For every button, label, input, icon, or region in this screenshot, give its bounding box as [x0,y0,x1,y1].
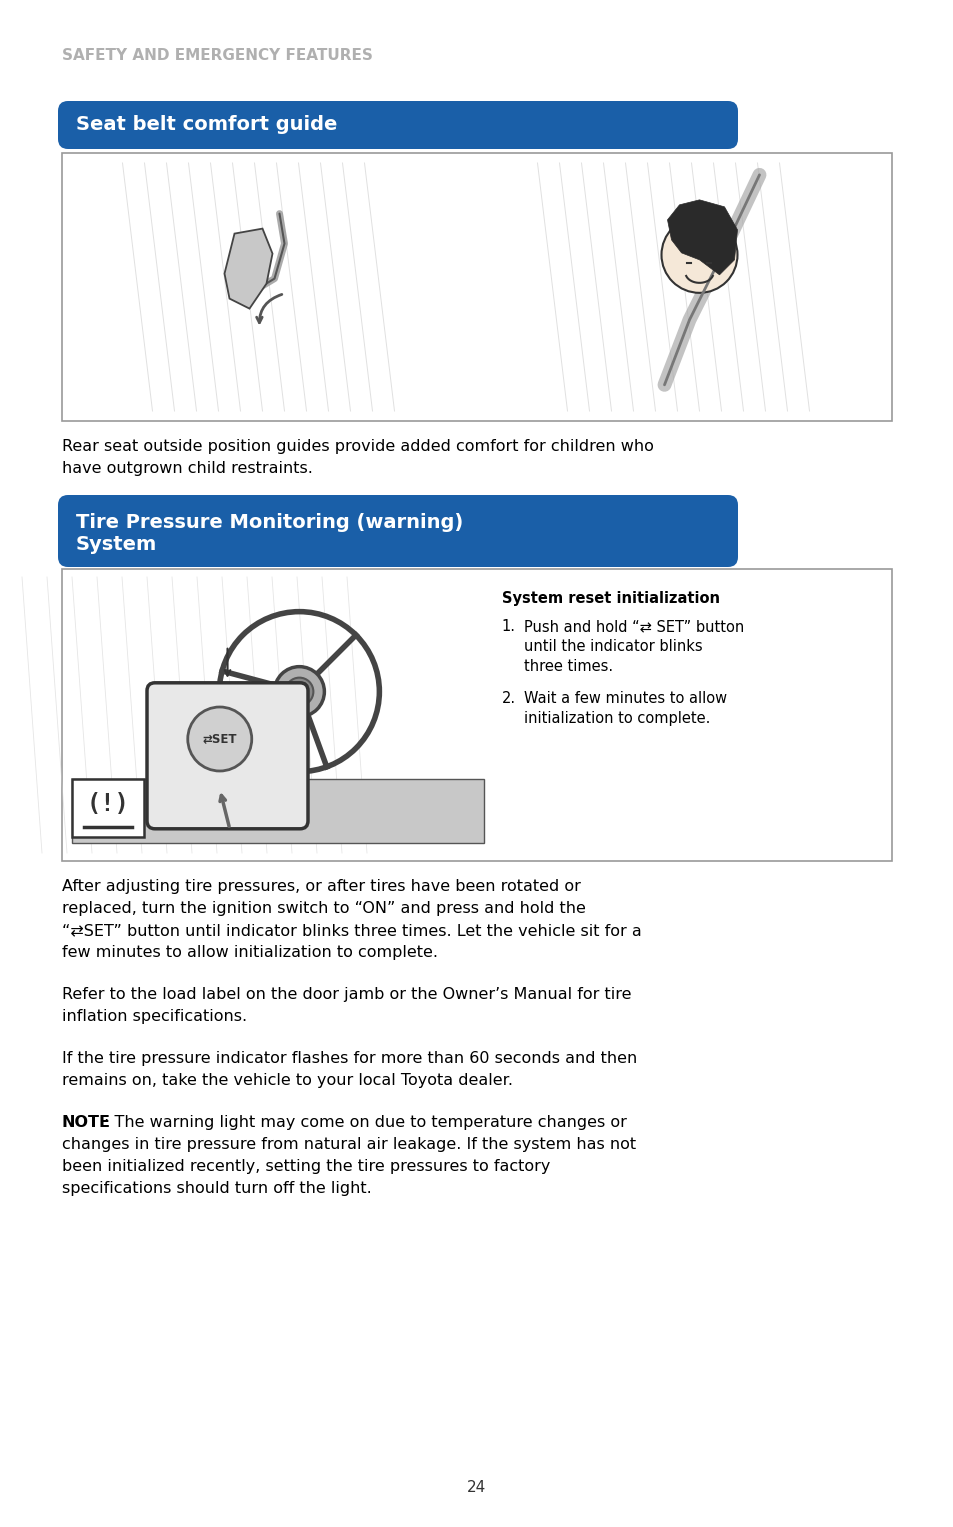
Text: 2.: 2. [501,692,516,705]
Text: “⇄SET” button until indicator blinks three times. Let the vehicle sit for a: “⇄SET” button until indicator blinks thr… [62,922,641,938]
Text: remains on, take the vehicle to your local Toyota dealer.: remains on, take the vehicle to your loc… [62,1073,513,1089]
Text: Rear seat outside position guides provide added comfort for children who: Rear seat outside position guides provid… [62,438,653,454]
Bar [62,153,891,421]
Text: Push and hold “⇄ SET” button: Push and hold “⇄ SET” button [523,618,743,634]
Circle shape [660,217,737,293]
Text: until the indicator blinks: until the indicator blinks [523,638,701,654]
Text: inflation specifications.: inflation specifications. [62,1009,247,1025]
Circle shape [285,678,313,705]
Text: SAFETY AND EMERGENCY FEATURES: SAFETY AND EMERGENCY FEATURES [62,47,373,63]
Text: been initialized recently, setting the tire pressures to factory: been initialized recently, setting the t… [62,1159,550,1174]
Polygon shape [224,229,273,308]
Bar [71,779,483,843]
Text: NOTE: NOTE [62,1115,111,1130]
Circle shape [188,707,252,771]
Text: 24: 24 [467,1480,486,1495]
Text: three times.: three times. [523,660,613,673]
Circle shape [274,667,324,716]
Text: have outgrown child restraints.: have outgrown child restraints. [62,461,313,476]
Text: : The warning light may come on due to temperature changes or: : The warning light may come on due to t… [104,1115,626,1130]
Text: replaced, turn the ignition switch to “ON” and press and hold the: replaced, turn the ignition switch to “O… [62,901,585,916]
FancyBboxPatch shape [58,101,738,150]
Text: Wait a few minutes to allow: Wait a few minutes to allow [523,692,726,705]
Text: specifications should turn off the light.: specifications should turn off the light… [62,1180,372,1196]
FancyBboxPatch shape [147,683,308,829]
Text: changes in tire pressure from natural air leakage. If the system has not: changes in tire pressure from natural ai… [62,1138,636,1151]
Text: 1.: 1. [501,618,516,634]
Bar [71,779,144,837]
Text: Seat belt comfort guide: Seat belt comfort guide [76,116,337,134]
Text: If the tire pressure indicator flashes for more than 60 seconds and then: If the tire pressure indicator flashes f… [62,1051,637,1066]
Text: few minutes to allow initialization to complete.: few minutes to allow initialization to c… [62,945,437,960]
FancyBboxPatch shape [58,495,738,567]
Text: (!): (!) [87,791,130,815]
Text: System: System [76,534,157,554]
Text: Tire Pressure Monitoring (warning): Tire Pressure Monitoring (warning) [76,513,463,531]
Polygon shape [667,200,737,275]
Text: initialization to complete.: initialization to complete. [523,712,710,725]
Text: Refer to the load label on the door jamb or the Owner’s Manual for tire: Refer to the load label on the door jamb… [62,986,631,1002]
Text: ⇄SET: ⇄SET [202,733,236,745]
Text: After adjusting tire pressures, or after tires have been rotated or: After adjusting tire pressures, or after… [62,880,580,893]
Bar [62,570,891,861]
Text: System reset initialization: System reset initialization [501,591,720,606]
